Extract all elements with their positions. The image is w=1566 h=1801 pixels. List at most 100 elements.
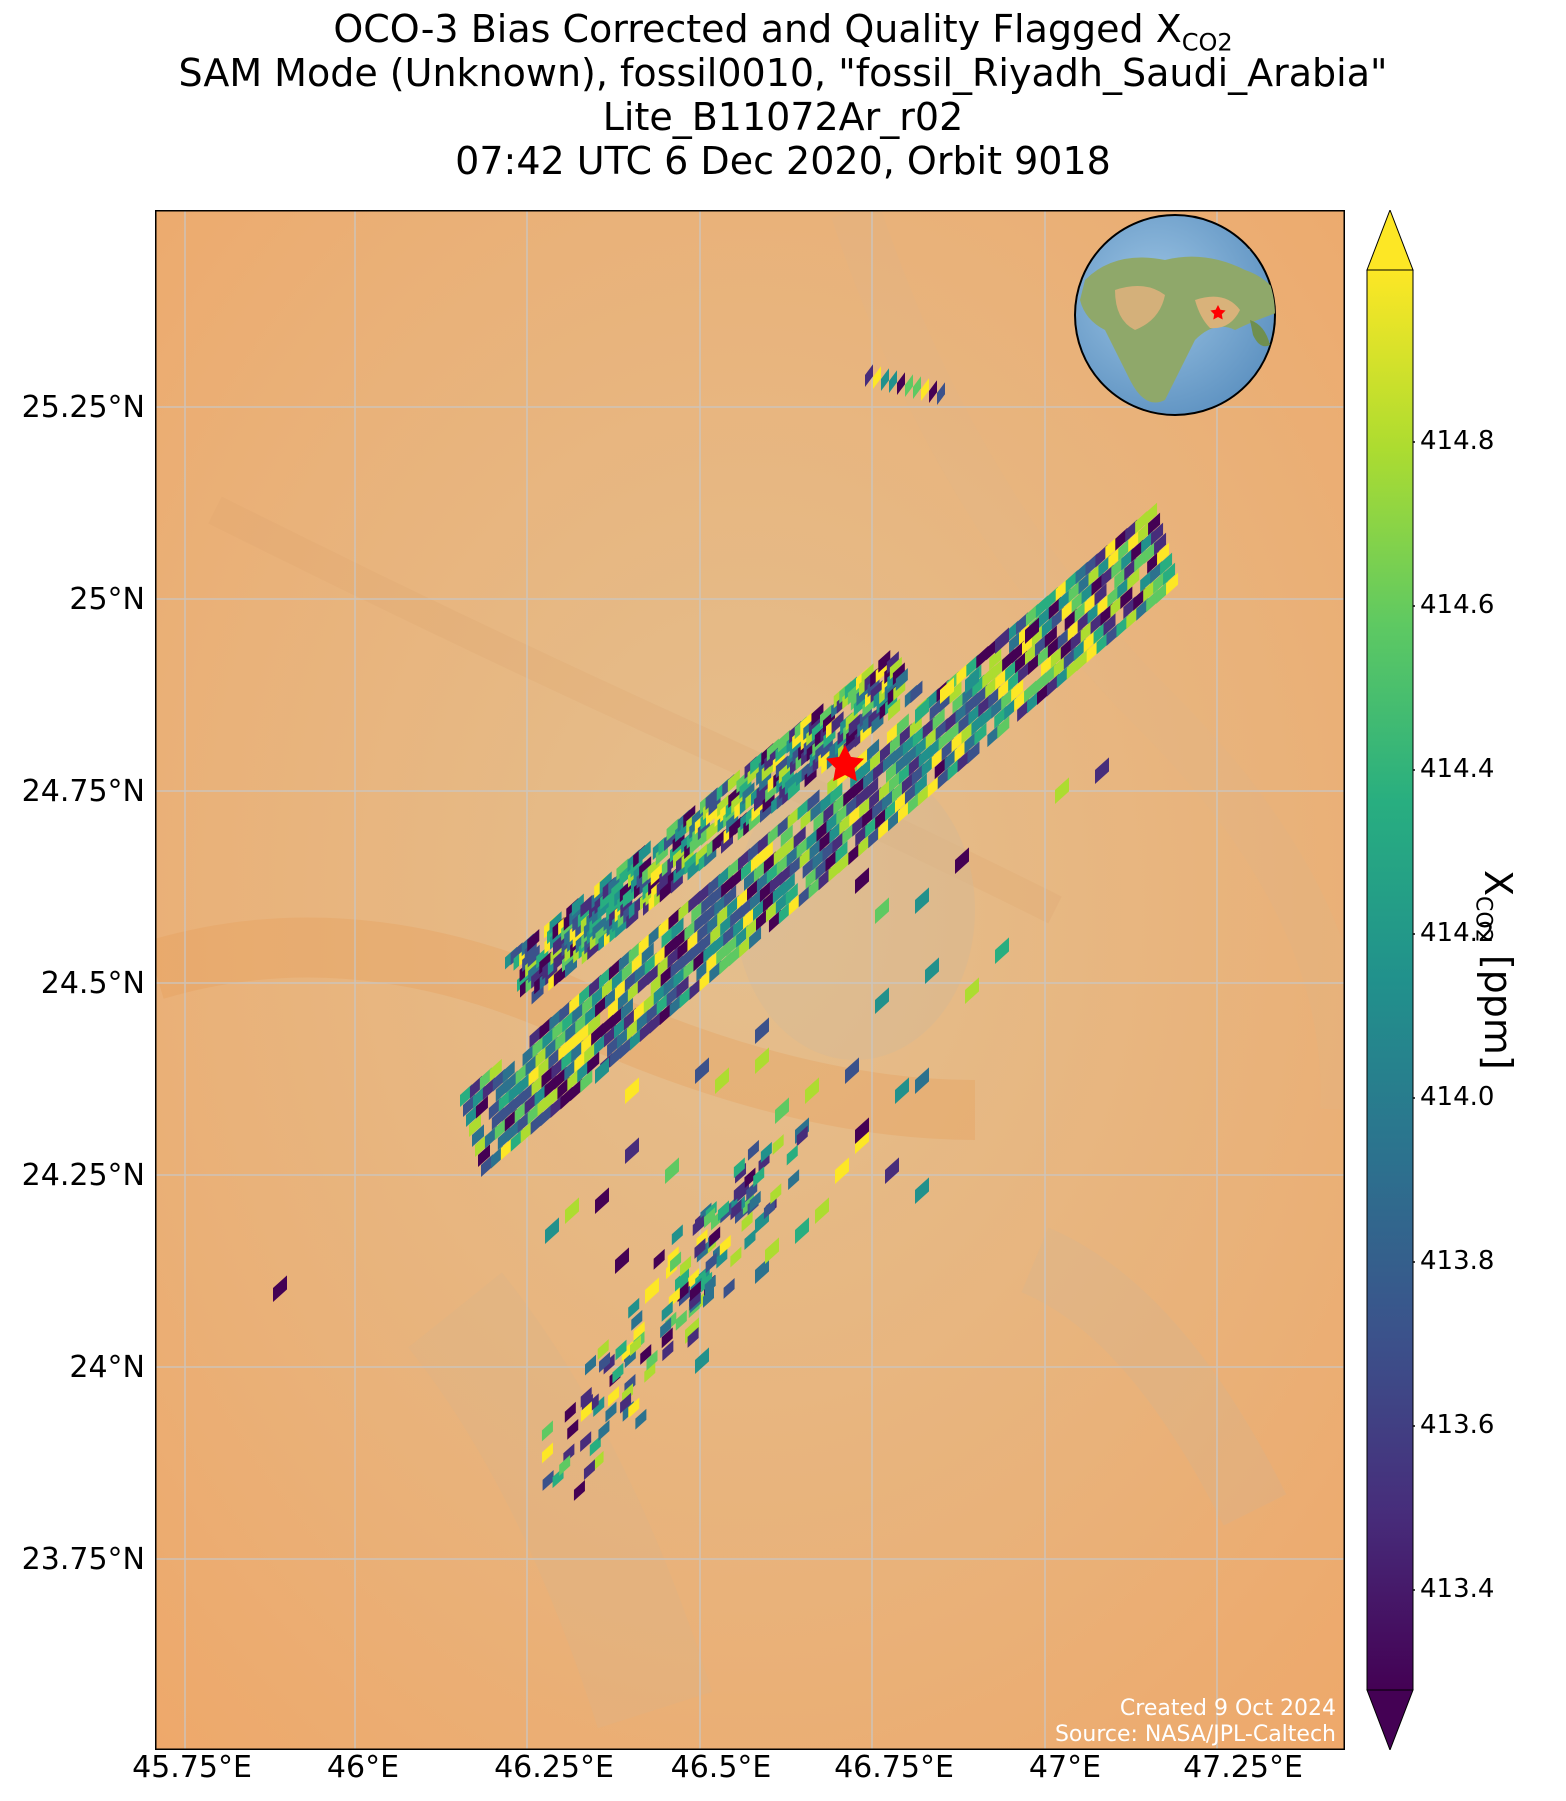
sounding-pixel	[580, 1386, 592, 1408]
sounding-pixel	[620, 997, 633, 1021]
sounding-pixel	[1012, 640, 1025, 664]
sounding-pixel	[1016, 612, 1028, 635]
sounding-pixel	[949, 681, 962, 704]
sounding-pixel	[888, 698, 901, 722]
sounding-pixel	[716, 941, 729, 965]
sounding-pixel	[675, 1309, 687, 1331]
sounding-pixel	[945, 709, 958, 733]
sounding-pixel	[1025, 617, 1039, 644]
sounding-pixel	[1002, 649, 1015, 672]
sounding-pixel	[1041, 615, 1054, 639]
sounding-pixel	[985, 675, 998, 699]
sounding-pixel	[780, 824, 793, 848]
sounding-pixel	[908, 753, 921, 777]
sounding-pixel	[957, 749, 970, 773]
sounding-pixel	[772, 881, 785, 905]
sounding-pixel	[753, 1166, 765, 1188]
sounding-pixel	[807, 789, 820, 812]
sounding-pixel	[640, 1344, 652, 1365]
sounding-pixel	[776, 852, 789, 876]
sounding-pixel	[633, 999, 646, 1023]
sounding-pixel	[1014, 689, 1027, 712]
sounding-pixel	[525, 1053, 538, 1077]
sounding-pixel	[836, 802, 849, 826]
sounding-pixel	[644, 952, 657, 976]
sounding-pixel	[1153, 571, 1166, 594]
sounding-pixel	[799, 846, 812, 869]
sounding-pixel	[706, 950, 719, 974]
sounding-pixel	[775, 891, 788, 915]
sounding-pixel	[856, 785, 869, 809]
sounding-pixel	[532, 1035, 545, 1058]
sounding-pixel	[661, 1327, 673, 1349]
sounding-pixel	[639, 1019, 652, 1043]
lon-tick-label: 45.75°E	[132, 1750, 252, 1785]
sounding-pixel	[1136, 597, 1149, 621]
sounding-pixel	[1134, 549, 1147, 573]
sounding-pixel	[542, 1470, 554, 1491]
sounding-pixel	[615, 1339, 627, 1361]
sounding-pixel	[905, 743, 918, 767]
sounding-pixel	[723, 1278, 735, 1299]
sounding-pixel	[974, 722, 987, 746]
lat-tick-label: 25.25°N	[21, 390, 145, 425]
sounding-pixel	[504, 1108, 517, 1132]
sounding-pixel	[1103, 613, 1116, 636]
sounding-pixel	[867, 738, 880, 762]
sounding-pixel	[541, 1065, 554, 1088]
sounding-pixel	[733, 1180, 745, 1202]
sounding-pixel	[910, 680, 923, 704]
sounding-pixel	[560, 1086, 573, 1110]
sounding-pixel	[665, 1157, 679, 1184]
sounding-pixel	[1038, 605, 1051, 629]
sounding-pixel	[635, 1408, 647, 1430]
sounding-pixel	[588, 1013, 601, 1036]
sounding-pixel	[882, 788, 895, 812]
sounding-pixel	[777, 814, 790, 838]
sounding-pixel	[829, 820, 842, 844]
sounding-pixel	[575, 1011, 588, 1035]
sounding-pixel	[948, 719, 961, 743]
sounding-pixel	[704, 1274, 716, 1296]
sounding-pixel	[901, 771, 914, 795]
sounding-pixel	[931, 746, 944, 770]
sounding-pixel	[755, 1257, 769, 1284]
sounding-pixel	[769, 871, 782, 895]
sounding-pixel	[1071, 590, 1084, 613]
sounding-pixel	[653, 1248, 665, 1270]
satellite-background	[155, 210, 1345, 1750]
sounding-pixel	[929, 380, 937, 403]
sounding-pixel	[641, 942, 654, 966]
sounding-pixel	[873, 366, 881, 389]
sounding-pixel	[737, 886, 750, 910]
sounding-pixel	[1080, 620, 1093, 643]
sounding-pixel	[527, 944, 540, 968]
sounding-pixel	[1034, 672, 1046, 695]
sounding-pixel	[520, 1120, 533, 1144]
sounding-pixel	[765, 1237, 779, 1264]
sounding-pixel	[825, 849, 838, 872]
sounding-pixel	[965, 667, 979, 694]
sounding-pixel	[508, 1080, 521, 1104]
sounding-pixel	[703, 1287, 715, 1308]
sounding-pixel	[889, 370, 897, 393]
sounding-pixel	[608, 957, 621, 981]
sounding-pixel	[577, 1059, 590, 1083]
sounding-pixel	[1144, 541, 1157, 564]
sounding-pixel	[767, 822, 780, 846]
sounding-pixel	[976, 645, 989, 669]
sounding-pixel	[694, 910, 707, 934]
sounding-pixel	[631, 950, 644, 974]
sounding-pixel	[779, 862, 792, 886]
sounding-pixel	[1055, 578, 1068, 602]
sounding-pixel	[507, 1118, 520, 1142]
sounding-pixel	[610, 1044, 623, 1068]
sounding-pixel	[548, 1046, 561, 1070]
sounding-pixel	[589, 1435, 601, 1457]
sounding-pixel	[573, 1479, 585, 1501]
sounding-pixel	[886, 760, 898, 783]
sounding-pixel	[1160, 552, 1173, 576]
sounding-pixel	[500, 1137, 513, 1161]
sounding-pixel	[690, 938, 703, 962]
sounding-pixel	[1005, 659, 1018, 682]
